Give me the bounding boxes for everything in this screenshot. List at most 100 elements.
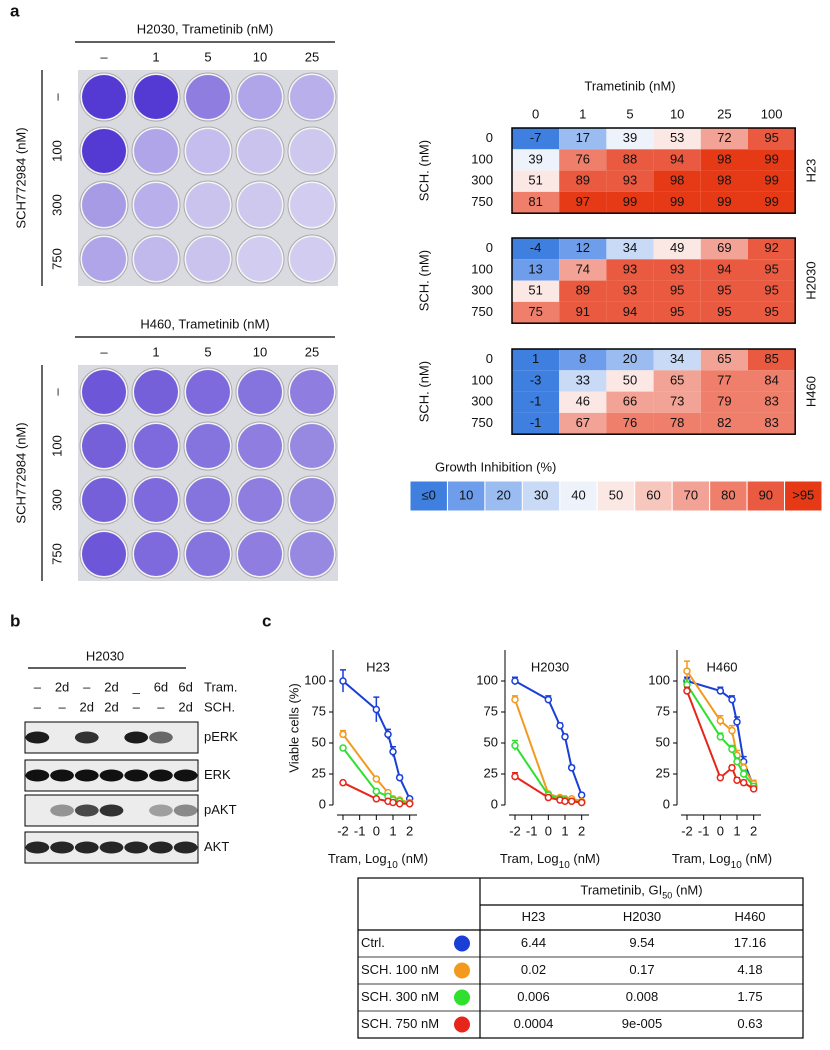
heatmap-value: 94 (670, 151, 684, 166)
well-stain (134, 183, 178, 227)
heatmap-value: 83 (764, 394, 778, 409)
heatmap-value: 95 (670, 304, 684, 319)
row-label: SCH. 300 nM (361, 989, 439, 1004)
heatmap-value: -1 (530, 415, 542, 430)
column-label: 5 (204, 49, 211, 64)
heatmap-row-label: 750 (471, 194, 493, 209)
heatmap-value: 82 (717, 415, 731, 430)
heatmap-cell (512, 170, 560, 192)
y-tick-label: 25 (312, 765, 326, 780)
blot-band (149, 769, 173, 782)
x-tick-label: 2 (750, 823, 757, 838)
lane-label: – (83, 679, 91, 694)
heatmap-cell (653, 391, 701, 413)
blot-band (74, 731, 99, 744)
heatmap-cell (748, 170, 796, 192)
y-tick-label: 50 (312, 734, 326, 749)
series-dot (454, 989, 470, 1006)
table-title-part: 50 (662, 891, 672, 901)
band-label: ERK (204, 767, 231, 782)
well (235, 234, 285, 284)
heatmap-value: 84 (764, 372, 778, 387)
blot-band (149, 804, 173, 817)
well-stain (290, 424, 334, 468)
heatmap-value: 95 (670, 283, 684, 298)
well-stain (186, 478, 230, 522)
x-tick-label: 1 (733, 823, 740, 838)
heatmap-cell-line: H2030 (803, 261, 818, 299)
legend-swatch (409, 480, 448, 512)
panel-label: a (10, 1, 20, 20)
panel-label: b (10, 611, 20, 630)
chart-title: H2030 (531, 659, 569, 674)
heatmap-cell (653, 149, 701, 171)
heatmap-cell (606, 259, 654, 281)
data-point (728, 695, 736, 704)
heatmap-cell (653, 370, 701, 392)
data-point (405, 800, 414, 808)
heatmap-value: 77 (717, 372, 731, 387)
well-stain (290, 370, 334, 414)
heatmap-cell (559, 170, 607, 192)
column-header: H460 (734, 909, 765, 924)
heatmap-cell (606, 238, 654, 260)
well-stain (186, 183, 230, 227)
heatmap-cell (559, 412, 607, 435)
heatmap-value: 99 (623, 194, 637, 209)
heatmap-value: 94 (623, 304, 637, 319)
data-point (339, 744, 347, 752)
heatmap-cell (606, 149, 654, 171)
heatmap-cell (559, 301, 607, 324)
well-stain (290, 75, 334, 119)
well-stain (238, 424, 282, 468)
blot-band (124, 769, 149, 782)
heatmap-cell (700, 191, 748, 214)
well-stain (238, 183, 282, 227)
data-point (511, 741, 519, 750)
heatmap-cell (748, 349, 796, 371)
x-axis-label-part: (nM) (570, 851, 600, 866)
heatmap-cell (653, 280, 701, 302)
row-label: – (49, 93, 64, 101)
table-value: 6.44 (521, 935, 546, 950)
heatmap-cell (748, 280, 796, 302)
heatmap-column-label: 25 (717, 106, 731, 121)
row-axis-label: SCH772984 (nM) (13, 127, 28, 228)
blot-band (25, 769, 50, 782)
heatmap-cell (512, 412, 560, 435)
heatmap-cell (653, 170, 701, 192)
table-value: 4.18 (737, 962, 762, 977)
well (79, 234, 129, 284)
legend-label: 80 (721, 487, 735, 502)
plate-title: H2030, Trametinib (nM) (137, 21, 274, 36)
well (287, 180, 337, 230)
data-point (372, 787, 381, 796)
well-stain (186, 75, 230, 119)
well-stain (290, 129, 334, 173)
blot-band (50, 841, 74, 854)
heatmap-row-axis: SCH. (nM) (416, 361, 431, 422)
data-point (716, 773, 725, 782)
panel-label: c (262, 611, 271, 630)
heatmap-cell (559, 259, 607, 281)
legend-label: 30 (534, 487, 548, 502)
heatmap-value: -4 (530, 240, 542, 255)
heatmap-cell (748, 128, 796, 150)
blot-band (50, 769, 74, 782)
heatmap-value: 74 (576, 261, 590, 276)
heatmap-cell (606, 412, 654, 435)
x-tick-label: -1 (698, 823, 710, 838)
data-point (733, 776, 741, 784)
x-axis-label-part: Tram, Log (500, 851, 559, 866)
heatmap-row-label: 100 (471, 261, 493, 276)
well (183, 234, 233, 284)
heatmap-value: 53 (670, 130, 684, 145)
heatmap-cell (559, 191, 607, 214)
column-label: 1 (152, 49, 159, 64)
data-point (567, 764, 576, 772)
heatmap-value: 91 (576, 304, 590, 319)
column-label: 1 (152, 344, 159, 359)
column-header: H23 (522, 909, 546, 924)
well-stain (186, 424, 230, 468)
heatmap-value: 66 (623, 394, 637, 409)
